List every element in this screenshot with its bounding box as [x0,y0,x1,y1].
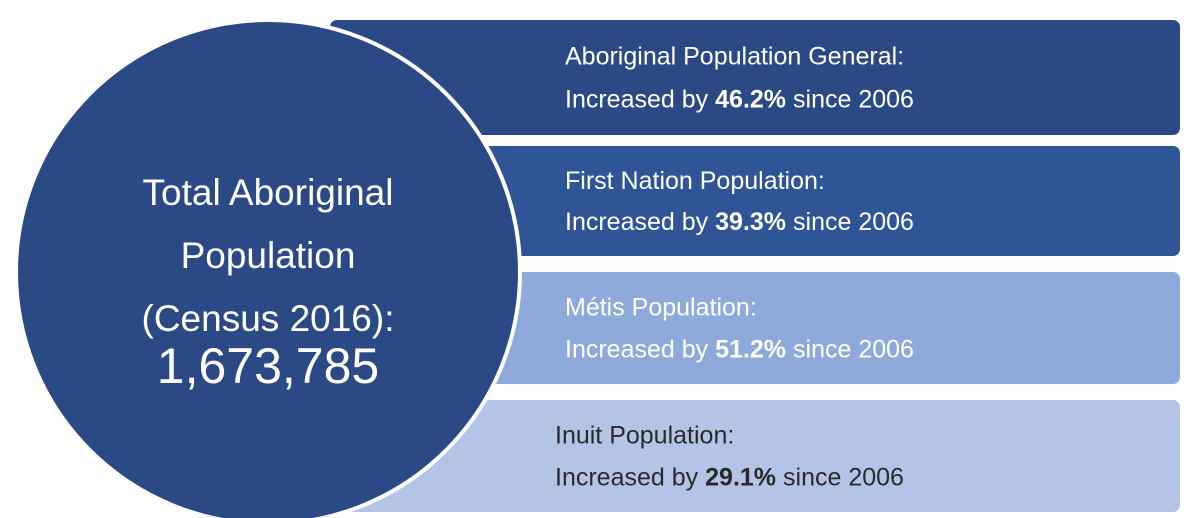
item-suffix: since 2006 [793,335,914,363]
item-heading: Aboriginal Population General: [565,43,904,71]
circle-line: Total Aboriginal [143,172,394,213]
item-percent: 51.2% [715,335,786,363]
item-prefix: Increased by [565,208,709,236]
circle-line: Population [181,235,356,276]
item-line: Increased by 51.2% since 2006 [565,335,914,363]
item-percent: 39.3% [715,208,786,236]
item-prefix: Increased by [565,85,709,113]
item-percent: 46.2% [715,85,786,113]
item-heading: First Nation Population: [565,167,825,195]
item-suffix: since 2006 [793,208,914,236]
item-bar [330,20,1180,135]
item-suffix: since 2006 [783,463,904,491]
item-line: Increased by 46.2% since 2006 [565,85,914,113]
item-suffix: since 2006 [793,85,914,113]
item-percent: 29.1% [705,463,776,491]
item-prefix: Increased by [555,463,699,491]
item-line: Increased by 29.1% since 2006 [555,463,904,491]
item-bar [330,272,1180,384]
item-heading: Métis Population: [565,294,757,322]
item-bar [330,146,1180,256]
item-line: Increased by 39.3% since 2006 [565,208,914,236]
circle-total: 1,673,785 [157,338,379,394]
item-bar [330,400,1180,512]
circle-line: (Census 2016): [142,298,395,339]
total-circle [14,18,522,518]
item-prefix: Increased by [565,335,709,363]
item-heading: Inuit Population: [555,422,734,450]
